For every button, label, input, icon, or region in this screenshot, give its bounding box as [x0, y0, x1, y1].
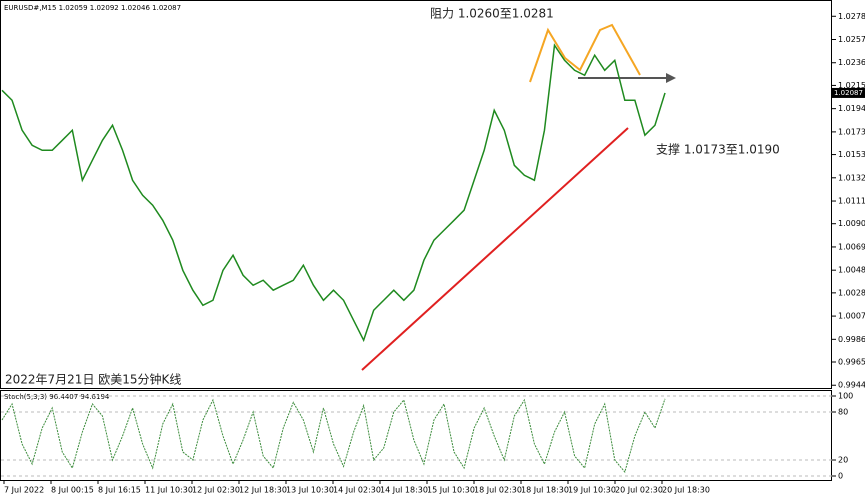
support-note: 支撑 1.0173至1.0190	[656, 142, 780, 157]
y-tick-label: 1.00695	[838, 242, 865, 251]
x-tick-label: 14 Jul 02:30	[333, 486, 381, 495]
stoch-line	[1, 398, 666, 474]
x-tick-label: 8 Jul 16:15	[98, 486, 141, 495]
y-tick-label: 1.01530	[838, 150, 865, 159]
y-tick-label: 1.02780	[838, 12, 865, 21]
x-tick-label: 20 Jul 02:30	[615, 486, 663, 495]
y-tick-label: 1.00485	[838, 266, 865, 275]
neckline-arrow	[666, 73, 676, 83]
x-tick-label: 7 Jul 2022	[4, 486, 44, 495]
y-tick-label: 1.01320	[838, 173, 865, 182]
main-frame	[0, 0, 832, 389]
x-tick-label: 11 Jul 10:30	[145, 486, 193, 495]
y-tick-label: 80	[838, 408, 848, 417]
x-tick-label: 18 Jul 18:30	[521, 486, 569, 495]
trend-line	[361, 127, 629, 371]
x-tick-label: 20 Jul 18:30	[662, 486, 710, 495]
price-line	[1, 43, 666, 343]
current-price: 1.02087	[834, 89, 863, 97]
x-tick-label: 12 Jul 18:30	[239, 486, 287, 495]
x-tick-label: 8 Jul 00:15	[51, 486, 94, 495]
x-tick-label: 13 Jul 10:30	[286, 486, 334, 495]
y-tick-label: 1.02570	[838, 35, 865, 44]
stoch-header: Stoch(5,3,3) 96.4407 94.6194	[4, 393, 110, 401]
current-price-box	[832, 87, 865, 98]
chart-header: EURUSD#,M15 1.02059 1.02092 1.02046 1.02…	[4, 4, 181, 12]
x-tick-label: 14 Jul 18:30	[380, 486, 428, 495]
y-tick-label: 1.00280	[838, 288, 865, 297]
stoch-frame	[0, 390, 832, 481]
x-tick-label: 18 Jul 02:30	[474, 486, 522, 495]
y-tick-label: 1.01735	[838, 127, 865, 136]
chart-caption: 2022年7月21日 欧美15分钟K线	[5, 372, 181, 387]
y-tick-label: 20	[838, 456, 848, 465]
y-tick-label: 1.02360	[838, 58, 865, 67]
y-tick-label: 1.01945	[838, 104, 865, 113]
y-tick-label: 1.00905	[838, 219, 865, 228]
y-tick-label: 0.99445	[838, 381, 865, 390]
resistance-pattern	[529, 23, 641, 83]
x-tick-label: 12 Jul 02:30	[192, 486, 240, 495]
x-tick-label: 19 Jul 10:30	[568, 486, 616, 495]
resistance-note: 阻力 1.0260至1.0281	[430, 7, 554, 21]
y-tick-label: 0	[838, 472, 843, 481]
y-tick-label: 0.99655	[838, 358, 865, 367]
y-tick-label: 1.02155	[838, 81, 865, 90]
y-tick-label: 1.01110	[838, 197, 865, 206]
y-tick-label: 100	[838, 392, 853, 401]
x-tick-label: 15 Jul 10:30	[427, 486, 475, 495]
